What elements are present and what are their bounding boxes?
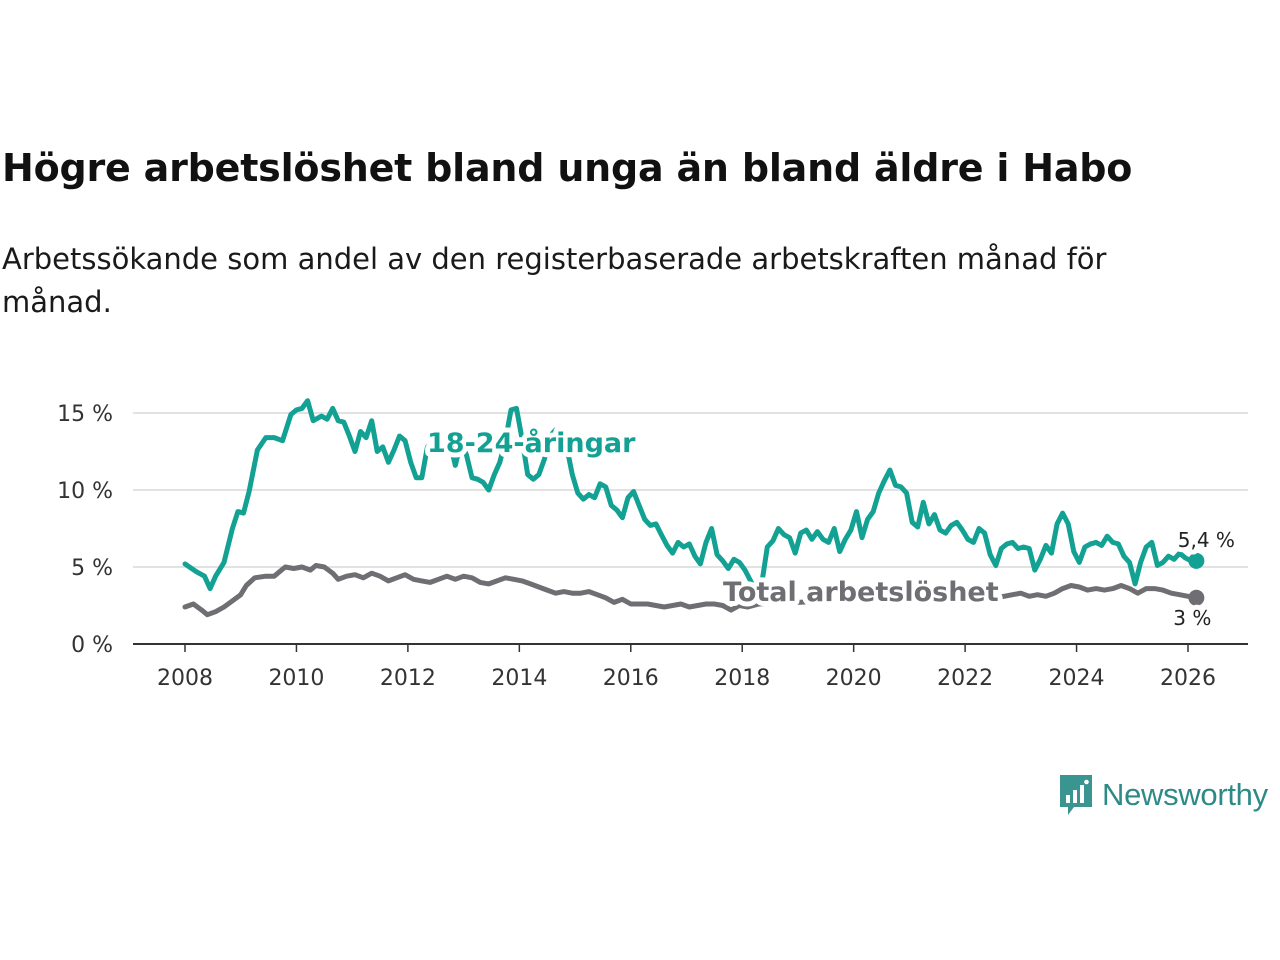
total-end-value-label-halo: 3 % — [1173, 606, 1211, 630]
youth-end-point — [1188, 552, 1205, 569]
y-tick-label: 5 % — [71, 556, 113, 581]
x-tick-label: 2024 — [1049, 666, 1105, 691]
youth-unemployment-line — [182, 398, 1199, 596]
total-unemployment-line — [182, 563, 1199, 618]
x-tick-label: 2020 — [826, 666, 882, 691]
y-tick-label: 0 % — [71, 633, 113, 658]
x-tick-label: 2010 — [268, 666, 324, 691]
x-axis-ticks: 2008 2010 2012 2014 2016 2018 2020 2022 2024 2026 — [133, 643, 1248, 691]
chart-subtitle: Arbetssökande som andel av den registerb… — [2, 242, 1107, 319]
chart-title: Högre arbetslöshet bland unga än bland ä… — [2, 146, 1133, 190]
youth-end-value-label-halo: 5,4 % — [1178, 528, 1235, 552]
total-end-value-label: 3 % — [1173, 606, 1211, 630]
x-tick-label: 2018 — [714, 666, 770, 691]
total-end-point — [1188, 589, 1205, 606]
x-tick-label: 2014 — [491, 666, 547, 691]
x-tick-label: 2022 — [937, 666, 993, 691]
x-tick-label: 2008 — [157, 666, 213, 691]
series-lines — [182, 398, 1205, 618]
y-axis-ticks: 0 % 5 % 10 % 15 % — [57, 402, 113, 658]
youth-series-label: 18-24-åringar — [427, 427, 636, 459]
y-tick-label: 10 % — [57, 479, 113, 504]
y-tick-label: 15 % — [57, 402, 113, 427]
newsworthy-brand[interactable]: Newsworthy — [1058, 773, 1268, 817]
x-tick-label: 2026 — [1160, 666, 1216, 691]
brand-name: Newsworthy — [1102, 777, 1268, 812]
newsworthy-logo-icon — [1060, 775, 1092, 815]
total-series-label-halo: Total arbetslöshet — [723, 577, 999, 608]
x-tick-label: 2012 — [380, 666, 436, 691]
youth-series-label-halo: 18-24-åringar — [427, 427, 636, 459]
total-series-label: Total arbetslöshet — [723, 577, 999, 608]
x-tick-label: 2016 — [603, 666, 659, 691]
youth-end-value-label: 5,4 % — [1178, 528, 1235, 552]
